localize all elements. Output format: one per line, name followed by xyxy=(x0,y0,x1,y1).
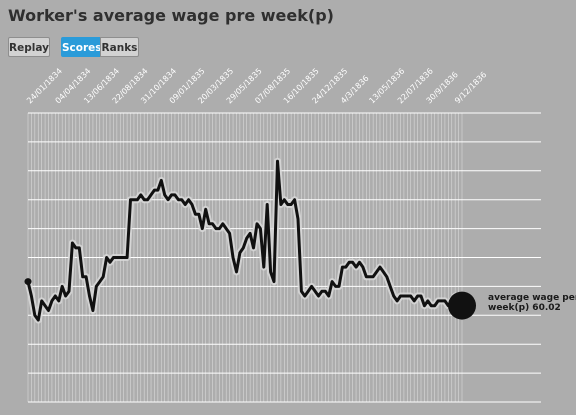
replay-button[interactable]: Replay xyxy=(8,37,50,57)
end-point-marker[interactable] xyxy=(448,291,476,320)
end-value-label-line2: week(p) 60.02 xyxy=(488,303,561,313)
scores-button[interactable]: Scores xyxy=(61,37,102,57)
start-point xyxy=(24,278,32,286)
ranks-button[interactable]: Ranks xyxy=(100,37,139,57)
x-axis-tick-labels: 24/01/183404/04/183413/06/183422/08/1834… xyxy=(25,66,488,105)
end-value-label-line1: average wage per xyxy=(488,293,576,303)
view-toggle: Scores Ranks xyxy=(61,37,139,57)
series-line xyxy=(26,159,464,322)
chart-title: Worker's average wage pre week(p) xyxy=(8,6,334,25)
